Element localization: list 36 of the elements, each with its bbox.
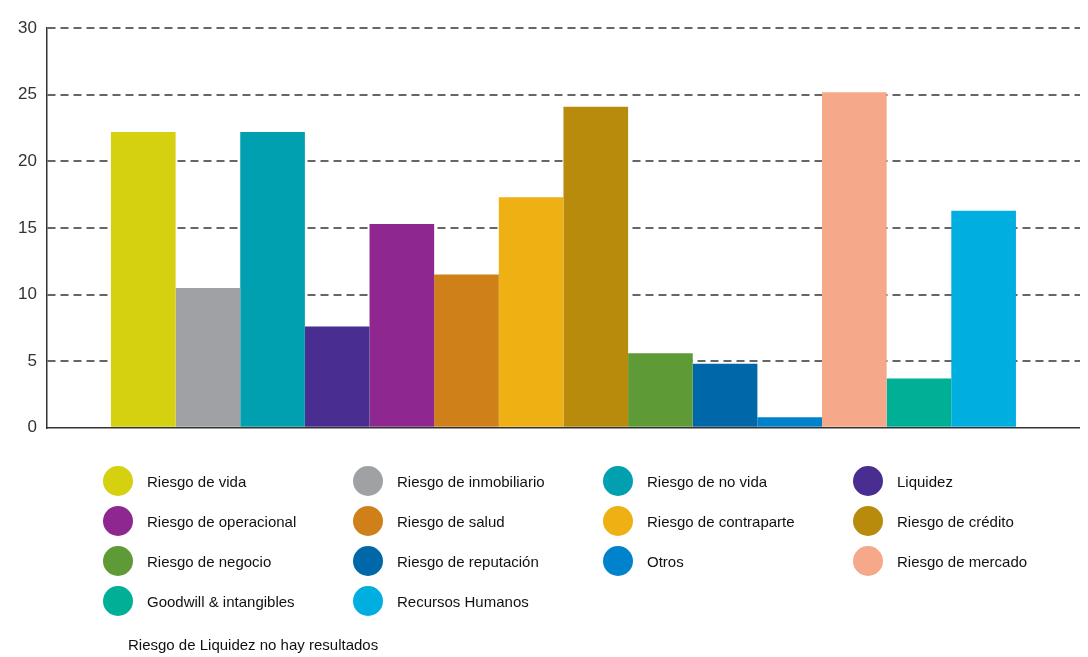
bar — [757, 417, 823, 427]
bar — [175, 287, 241, 427]
y-tick-label: 25 — [17, 84, 37, 104]
y-tick-label: 10 — [17, 284, 37, 304]
legend-label: Riesgo de mercado — [897, 552, 1028, 570]
legend-label: Goodwill & intangibles — [147, 592, 295, 610]
bar — [240, 132, 305, 427]
bar — [628, 353, 693, 427]
text: Riesgo de Liquidez no hay resultados — [128, 636, 380, 653]
legend-label: Riesgo de crédito — [897, 512, 1014, 530]
legend-label: Otros — [647, 552, 684, 570]
bar — [692, 363, 758, 427]
y-tick-label: 5 — [27, 350, 37, 370]
bar — [563, 106, 629, 427]
legend-label: Riesgo de vida — [147, 472, 247, 490]
bar — [304, 326, 370, 427]
bar — [498, 197, 564, 427]
legend-label: Liquidez — [897, 472, 953, 490]
bar — [434, 274, 499, 427]
bar — [110, 132, 176, 427]
legend-label: Riesgo de operacional — [147, 512, 297, 530]
legend-label: Riesgo de inmobiliario — [397, 472, 545, 490]
bar — [822, 92, 887, 427]
bar — [369, 224, 435, 427]
y-tick-label: 0 — [27, 417, 37, 437]
y-tick-label: 30 — [17, 17, 37, 37]
legend-label: Riesgo de reputación — [397, 552, 539, 570]
legend-label: Riesgo de negocio — [147, 552, 272, 570]
legend-label: Riesgo de salud — [397, 512, 505, 530]
y-tick-label: 15 — [17, 217, 37, 237]
legend-label: Riesgo de contraparte — [647, 512, 795, 530]
legend-label: Recursos Humanos — [397, 592, 529, 610]
bar — [951, 210, 1016, 427]
y-tick-label: 20 — [17, 151, 37, 171]
legend-label: Riesgo de no vida — [647, 472, 768, 490]
bar — [886, 378, 952, 427]
